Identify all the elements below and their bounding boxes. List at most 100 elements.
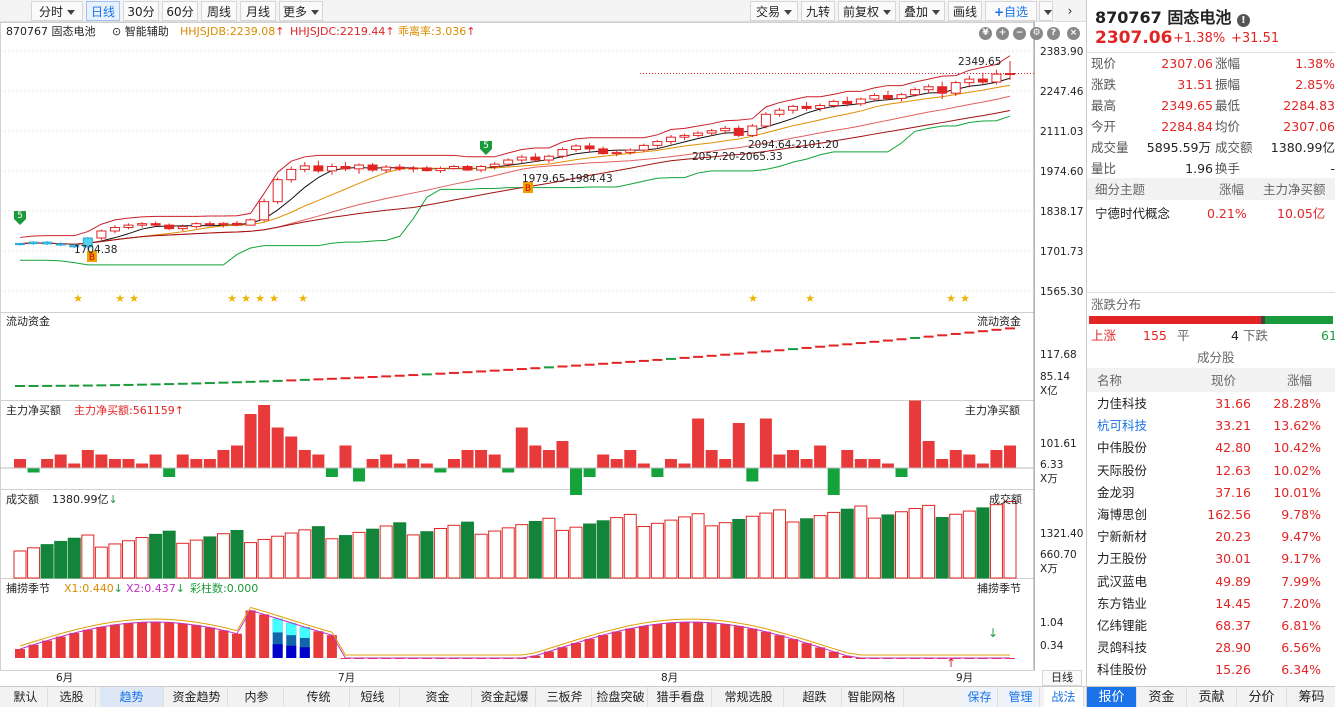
netbuy-bar <box>624 450 637 468</box>
component-row[interactable]: 亿纬锂能 68.37 6.81% <box>1097 618 1321 633</box>
strategy-tab-1[interactable]: 选股 <box>48 687 96 707</box>
settings-icon[interactable]: ⚙ <box>1030 27 1043 40</box>
season-x2: X2:0.437↓ <box>126 582 185 595</box>
netbuy-bar <box>746 468 759 482</box>
overlay-button[interactable]: 叠加 <box>899 1 945 21</box>
period-monthly-button[interactable]: 月线 <box>240 1 276 21</box>
turnover-bar <box>949 513 963 579</box>
strategy-tab-4[interactable]: 内参 <box>230 687 284 707</box>
strategy-tab-0[interactable]: 默认 <box>4 687 48 707</box>
add-watchlist-button[interactable]: +自选 <box>985 1 1037 21</box>
strategy-tab-16[interactable]: 管理 <box>1002 687 1040 707</box>
season-bar-low <box>286 645 297 658</box>
watchlist-dropdown-button[interactable] <box>1039 1 1053 21</box>
strategy-tab-9[interactable]: 三板斧 <box>538 687 592 707</box>
quote-tab-3[interactable]: 分价 <box>1237 687 1287 707</box>
upper-band-line <box>19 55 1011 238</box>
daily-period-button[interactable]: 日线 <box>1042 670 1082 686</box>
strategy-tab-2[interactable]: 趋势 <box>100 687 164 707</box>
season-tick: 1.04 <box>1040 617 1064 629</box>
netbuy-bar <box>380 454 393 468</box>
season-bar <box>679 622 690 658</box>
collapse-icon[interactable]: › <box>1067 4 1073 18</box>
candle-body <box>177 226 188 230</box>
component-row[interactable]: 金龙羽 37.16 10.01% <box>1097 484 1321 500</box>
turnover-bar <box>623 513 637 579</box>
minus-circle-icon[interactable]: − <box>1013 27 1026 40</box>
strategy-tab-5[interactable]: 传统 <box>288 687 350 707</box>
candle-body <box>665 136 676 143</box>
component-row[interactable]: 灵鸽科技 28.90 6.56% <box>1097 640 1321 656</box>
flow-panel-title: 流动资金 <box>6 315 50 328</box>
turnover-bar <box>759 512 773 579</box>
component-row[interactable]: 杭可科技 33.21 13.62% <box>1097 418 1321 434</box>
strategy-tab-11[interactable]: 猎手看盘 <box>650 687 712 707</box>
turnover-bar <box>94 546 108 579</box>
star-icon: ★ <box>115 292 125 305</box>
chart-area[interactable]: ★ ★ ★ ★ ★ ★ ★ ★ ★ ★ ★ ★ 5 5 B B ↓ ↑ 870767 固态电池 ⊙ 智能辅助 HH… <box>0 22 1086 686</box>
component-row[interactable]: 东方锆业 14.45 7.20% <box>1097 595 1321 611</box>
quote-tab-1[interactable]: 资金 <box>1137 687 1187 707</box>
netbuy-bar <box>203 459 216 468</box>
strategy-tab-3[interactable]: 资金趋势 <box>166 687 228 707</box>
draw-button[interactable]: 画线 <box>948 1 982 21</box>
netbuy-bar <box>936 459 949 468</box>
turnover-bar <box>935 516 949 579</box>
strategy-tab-17[interactable]: 战法 <box>1044 687 1084 707</box>
price-tick: 2247.46 <box>1040 86 1084 98</box>
trade-button[interactable]: 交易 <box>750 1 798 21</box>
strategy-tab-13[interactable]: 超跌 <box>788 687 842 707</box>
strategy-tab-14[interactable]: 智能网格 <box>840 687 904 707</box>
help-icon[interactable]: ? <box>1047 27 1060 40</box>
close-icon[interactable]: × <box>1067 27 1080 40</box>
hhjsjdc-label: HHJSJDC:2219.44↑ <box>290 25 395 38</box>
quote-tab-4[interactable]: 筹码 <box>1287 687 1335 707</box>
season-bar-highlight <box>272 618 283 633</box>
component-row[interactable]: 天际股份 12.63 10.02% <box>1097 462 1321 478</box>
component-row[interactable]: 中伟股份 42.80 10.42% <box>1097 440 1321 456</box>
period-weekly-button[interactable]: 周线 <box>201 1 237 21</box>
strategy-tab-8[interactable]: 资金起爆 <box>474 687 536 707</box>
component-row[interactable]: 武汉蓝电 49.89 7.99% <box>1097 573 1321 589</box>
chart-canvas[interactable]: ★ ★ ★ ★ ★ ★ ★ ★ ★ ★ ★ ★ 5 5 B B ↓ ↑ <box>0 22 1086 686</box>
sell-marker-icon <box>480 141 492 155</box>
season-bar <box>788 639 799 658</box>
strategy-tab-7[interactable]: 资金 <box>404 687 472 707</box>
price-icon[interactable]: ¥ <box>979 27 992 40</box>
period-30min-button[interactable]: 30分 <box>123 1 159 21</box>
component-row[interactable]: 海博思创 162.56 9.78% <box>1097 507 1321 522</box>
period-daily-button[interactable]: 日线 <box>86 1 120 21</box>
info-icon[interactable]: ! <box>1236 14 1250 27</box>
more-periods-button[interactable]: 更多 <box>279 1 323 21</box>
season-x1-line <box>19 606 1010 656</box>
component-row[interactable]: 力佳科技 31.66 28.28% <box>1097 396 1321 411</box>
theme-row[interactable]: 宁德时代概念 0.21% 10.05亿 <box>1095 206 1326 221</box>
strategy-tab-10[interactable]: 捡盘突破 <box>594 687 648 707</box>
season-bar <box>720 624 731 658</box>
plus-circle-icon[interactable]: + <box>996 27 1009 40</box>
turnover-bar <box>922 504 936 579</box>
period-60min-button[interactable]: 60分 <box>162 1 198 21</box>
turnover-bar <box>40 544 54 579</box>
season-bar <box>69 632 80 658</box>
smart-assist-toggle[interactable]: ⊙ 智能辅助 <box>112 25 169 38</box>
star-icon: ★ <box>73 292 83 305</box>
strategy-tab-12[interactable]: 常规选股 <box>714 687 784 707</box>
turnover-bar <box>67 537 81 579</box>
quote-tab-2[interactable]: 贡献 <box>1187 687 1237 707</box>
component-row[interactable]: 科佳股份 15.26 6.34% <box>1097 662 1321 678</box>
season-bar <box>693 622 704 658</box>
component-row[interactable]: 力王股份 30.01 9.17% <box>1097 551 1321 567</box>
flow-unit: X亿 <box>1040 385 1058 397</box>
nine-turn-button[interactable]: 九转 <box>801 1 835 21</box>
candle-body <box>882 95 893 99</box>
strategy-tab-6[interactable]: 短线 <box>346 687 400 707</box>
price-tick: 1974.60 <box>1040 166 1084 178</box>
adjust-button[interactable]: 前复权 <box>838 1 896 21</box>
quote-tab-0[interactable]: 报价 <box>1087 687 1137 707</box>
component-row[interactable]: 宁新新材 20.23 9.47% <box>1097 529 1321 545</box>
season-bar-highlight <box>299 627 310 638</box>
period-intraday-button[interactable]: 分时 <box>31 1 83 21</box>
strategy-tab-15[interactable]: 保存 <box>962 687 998 707</box>
flow-tick: 117.68 <box>1040 349 1077 361</box>
